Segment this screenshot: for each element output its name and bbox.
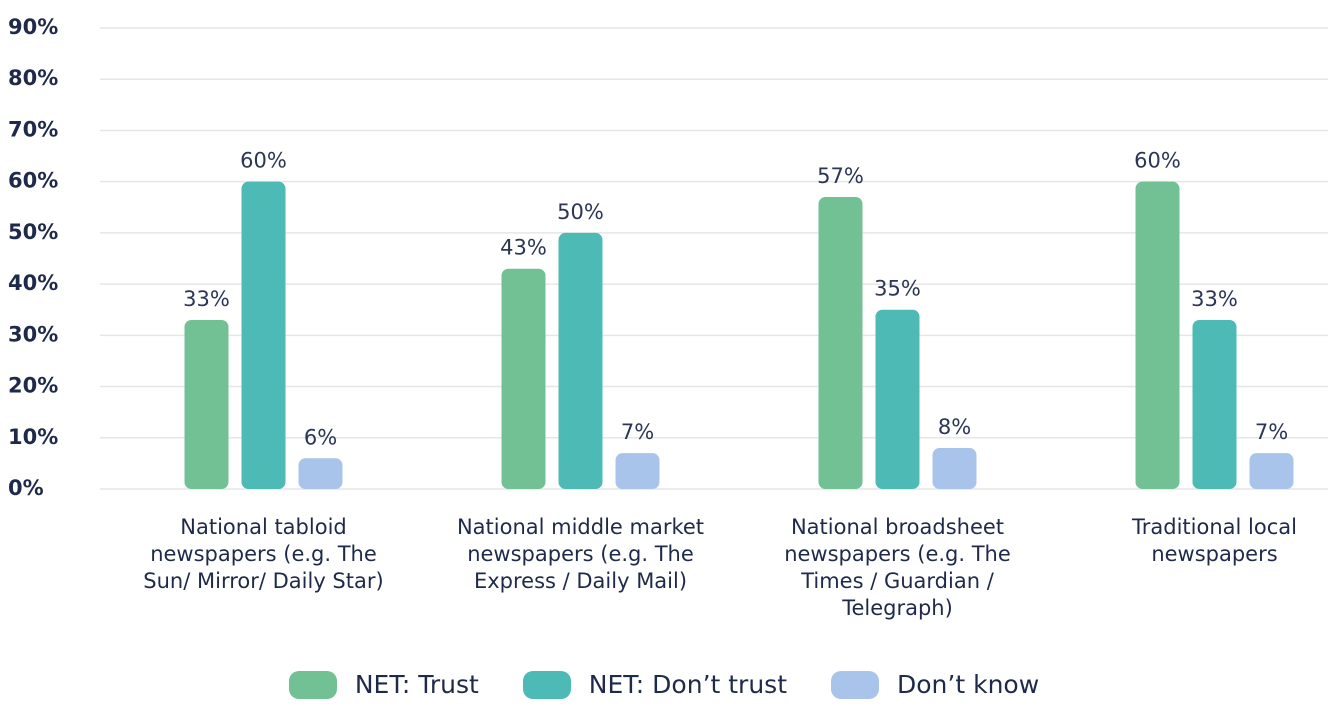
y-tick-label: 30% [8,322,58,346]
legend: NET: Trust NET: Don’t trust Don’t know [0,670,1328,699]
y-tick-label: 50% [8,220,58,244]
legend-swatch [522,670,571,699]
bar [615,453,660,489]
x-tick-label: National broadsheet newspapers (e.g. The… [784,515,1011,620]
value-label: 43% [500,236,547,260]
bar [875,309,920,489]
bar [1135,181,1180,489]
bar [932,448,977,489]
legend-swatch [288,670,337,699]
legend-label: NET: Trust [354,670,479,699]
legend-swatch [831,670,880,699]
bar [241,181,286,489]
value-label: 60% [1134,149,1181,173]
x-tick-label: Traditional local newspapers [1132,515,1297,566]
legend-item: Don’t know [831,670,1039,699]
legend-label: Don’t know [897,670,1040,699]
legend-item: NET: Trust [288,670,479,699]
y-tick-label: 0% [8,476,44,500]
legend-label: NET: Don’t trust [588,670,788,699]
bar [558,232,603,489]
x-tick-label: National middle market newspapers (e.g. … [456,515,705,593]
bar [818,197,863,490]
bar [501,268,546,489]
value-label: 8% [938,415,971,439]
y-tick-label: 90% [8,15,58,39]
y-tick-label: 20% [8,374,58,398]
y-tick-label: 60% [8,169,58,193]
value-label: 33% [183,287,230,311]
value-label: 7% [1255,420,1288,444]
y-tick-label: 10% [8,425,58,449]
y-tick-label: 40% [8,271,58,295]
bar [298,458,343,489]
bar [184,319,229,489]
y-tick-label: 80% [8,66,58,90]
bar [1192,319,1237,489]
value-label: 33% [1191,287,1238,311]
value-label: 7% [621,420,654,444]
legend-item: NET: Don’t trust [522,670,788,699]
value-label: 60% [240,149,287,173]
x-tick-label: National tabloid newspapers (e.g. The Su… [143,515,384,593]
y-tick-label: 70% [8,117,58,141]
value-label: 57% [817,164,864,188]
value-label: 6% [304,425,337,449]
value-label: 50% [557,200,604,224]
value-label: 35% [874,277,921,301]
bar [1249,453,1294,489]
